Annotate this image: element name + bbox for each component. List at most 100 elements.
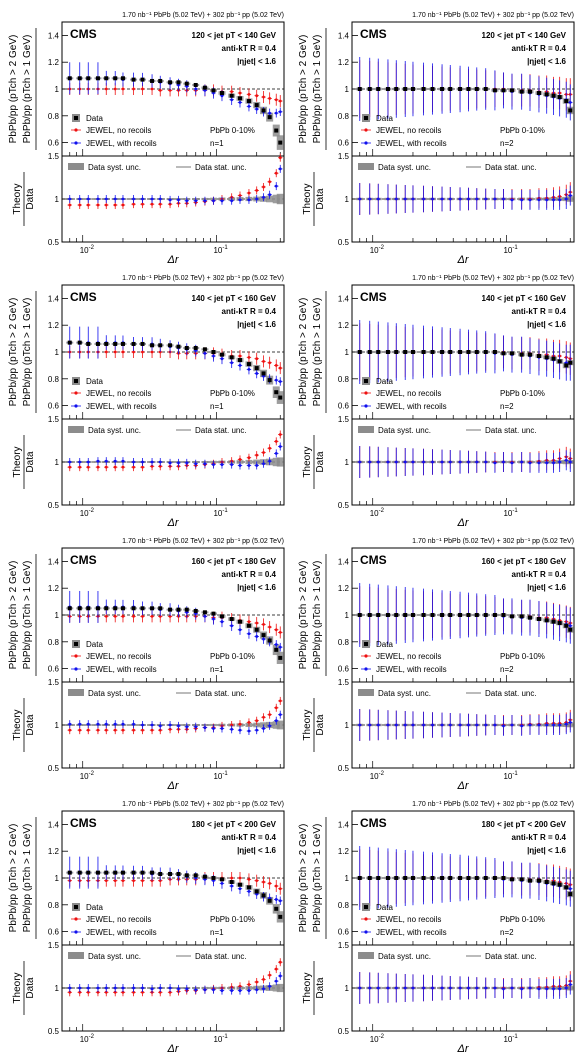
data-point [67,870,72,875]
data-point [229,617,234,622]
top-ytick-label: 1.4 [338,31,350,40]
data-point [237,619,242,624]
ratio-with-recoils-point [440,723,444,727]
data-point [202,874,207,879]
ratio-no-recoils-point [113,465,117,469]
data-point [86,76,91,81]
ratio-no-recoils-point [78,990,82,994]
data-point [519,614,524,619]
data-point [104,76,109,81]
xtick-label: 10-1 [213,1034,228,1044]
data-point [113,870,118,875]
ratio-with-recoils-point [150,197,154,201]
ratio-with-recoils-point [278,974,282,978]
xtick-exponent: -1 [512,771,518,777]
ratio-with-recoils-point [150,460,154,464]
ratio-with-recoils-point [376,986,380,990]
bottom-y-label-num: Theory [302,183,313,214]
xtick-label: 10-1 [503,771,518,781]
ratio-with-recoils-point [268,459,272,463]
ratio-with-recoils-point [376,460,380,464]
ratio-with-recoils-point [368,723,372,727]
data-point [237,358,242,363]
data-point [150,343,155,348]
ratio-no-recoils-point [262,715,265,719]
xtick-exponent: -1 [222,1034,228,1040]
ratio-with-recoils-point [502,987,505,991]
ratio-with-recoils-point [104,722,108,726]
ratio-with-recoils-point [255,197,259,201]
ratio-with-recoils-point [558,198,562,202]
ratio-with-recoils-point [545,987,549,991]
bottom-ytick-label: 0.5 [48,238,60,247]
legend-data-marker [74,116,78,120]
lumi-label: 1.70 nb⁻¹ PbPb (5.02 TeV) + 302 pb⁻¹ pp … [122,12,284,19]
ratio-with-recoils-point [113,197,117,201]
data-point [509,614,514,619]
data-point [104,606,109,611]
legend-with-recoils-label: JEWEL, with recoils [376,139,447,148]
jewel-no-recoils-point [255,621,259,625]
xtick-exponent: -2 [379,245,385,251]
ratio-with-recoils-point [520,724,524,728]
algo-label: anti-kT R = 0.4 [512,570,567,579]
ratio-with-recoils-point [177,461,180,465]
ratio-no-recoils-point [274,439,278,443]
ratio-with-recoils-point [411,986,415,990]
ratio-no-recoils-point [168,727,172,731]
ratio-with-recoils-point [394,723,398,727]
ratio-with-recoils-point [403,460,407,464]
data-point [394,87,399,91]
x-axis-label: Δr [456,780,469,792]
legend-syst-label: Data syst. unc. [88,689,141,698]
data-point [440,350,445,354]
ratio-no-recoils-point [68,465,72,469]
top-ytick-label: 1.4 [48,294,60,303]
centrality-label: PbPb 0-10% [210,915,255,924]
ratio-no-recoils-point [238,722,242,726]
jewel-no-recoils-point [278,99,282,103]
ratio-with-recoils-point [431,460,434,464]
legend-data-marker [364,379,368,383]
jewel-with-recoils-point [230,361,234,365]
jewel-no-recoils-point [150,614,154,618]
ratio-no-recoils-point [247,191,251,195]
ratio-with-recoils-point [194,462,198,466]
data-point [492,613,497,617]
ratio-with-recoils-point [185,725,189,729]
ratio-with-recoils-point [394,986,398,990]
ratio-no-recoils-point [141,990,144,994]
legend-stat-label: Data stat. unc. [485,163,537,172]
data-point [519,89,524,94]
data-point [131,606,136,611]
data-syst-band [272,984,280,992]
ratio-with-recoils-point [394,460,398,464]
eta-label: |ηjet| < 1.6 [527,320,566,329]
data-point [140,341,145,346]
legend-with-recoils-label: JEWEL, with recoils [86,402,157,411]
ratio-with-recoils-point [448,986,452,990]
data-point [527,878,532,883]
jewel-no-recoils-point [158,350,162,354]
data-point [254,627,259,632]
data-point [501,351,506,356]
jewel-with-recoils-point [203,351,207,355]
top-y-label-2: PbPb/pp (pTch > 1 GeV) [312,298,323,407]
ratio-no-recoils-point [104,465,108,469]
data-point [219,91,224,96]
data-point [184,81,189,86]
xtick-label: 10-1 [503,508,518,518]
data-point [410,87,415,91]
bottom-y-label-num: Theory [302,709,313,740]
ratio-with-recoils-point [467,723,470,727]
ratio-with-recoils-point [475,723,479,727]
top-ytick-label: 1.2 [48,847,60,856]
jewel-no-recoils-point [255,94,259,98]
chart-panel: 1.70 nb⁻¹ PbPb (5.02 TeV) + 302 pb⁻¹ pp … [298,12,575,266]
ratio-with-recoils-point [510,723,514,727]
data-point [536,91,541,96]
legend-syst-swatch [358,426,374,433]
jewel-with-recoils-point [238,628,242,632]
jewel-no-recoils-point [141,879,144,883]
ratio-with-recoils-point [458,986,462,990]
